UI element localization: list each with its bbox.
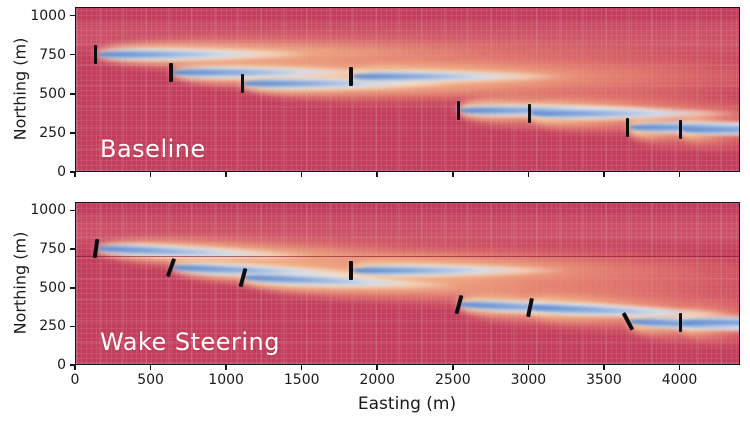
turbine-marker bbox=[93, 44, 98, 64]
x-tick bbox=[225, 172, 227, 177]
y-tick bbox=[70, 325, 75, 328]
y-tick bbox=[70, 132, 75, 134]
y-tick-label: 500 bbox=[39, 279, 66, 296]
y-tick bbox=[70, 286, 75, 289]
turbine-marker bbox=[169, 63, 173, 83]
y-tick bbox=[70, 209, 75, 212]
y-tick-label: 250 bbox=[39, 318, 66, 335]
x-tick-label: 2500 bbox=[435, 372, 471, 388]
x-tick-label: 1500 bbox=[283, 372, 320, 388]
wake-deficit-core bbox=[352, 68, 583, 84]
x-tick bbox=[300, 365, 303, 370]
y-tick bbox=[70, 93, 75, 95]
turbine-marker bbox=[678, 313, 683, 333]
turbine-marker bbox=[349, 260, 353, 280]
x-tick-label: 1000 bbox=[208, 372, 244, 388]
x-tick bbox=[74, 172, 76, 177]
x-tick bbox=[527, 172, 530, 177]
flow-seam-line bbox=[76, 255, 739, 257]
x-tick-label: 0 bbox=[70, 372, 80, 388]
turbine-marker bbox=[349, 66, 353, 86]
y-tick-label: 750 bbox=[39, 46, 66, 63]
y-tick bbox=[70, 53, 75, 56]
y-tick-label: 1000 bbox=[30, 202, 66, 219]
wake-deficit-core bbox=[96, 46, 327, 62]
wake-steering-heatmap-panel: Wake Steering bbox=[75, 202, 740, 365]
panel-title-wake-steering: Wake Steering bbox=[100, 328, 280, 356]
y-tick bbox=[70, 364, 75, 366]
x-tick bbox=[678, 365, 681, 370]
y-tick-label: 250 bbox=[39, 124, 66, 141]
x-tick bbox=[74, 365, 76, 370]
turbine-marker bbox=[240, 74, 244, 94]
x-tick-label: 2000 bbox=[359, 372, 396, 388]
x-tick bbox=[527, 365, 530, 370]
x-tick-label: 3000 bbox=[510, 372, 547, 388]
y-tick-label: 0 bbox=[57, 164, 66, 180]
x-tick bbox=[452, 365, 454, 370]
y-tick-label: 1000 bbox=[30, 7, 66, 24]
y-tick-label: 500 bbox=[39, 85, 66, 102]
x-tick bbox=[149, 172, 152, 177]
x-tick-label: 4000 bbox=[661, 372, 698, 388]
x-tick bbox=[452, 172, 454, 177]
wake-deficit-core bbox=[352, 262, 583, 278]
y-tick-label: 0 bbox=[57, 357, 66, 373]
y-tick bbox=[70, 14, 75, 17]
y-tick-label: 750 bbox=[39, 241, 66, 258]
panel-title-baseline: Baseline bbox=[100, 135, 206, 163]
y-tick bbox=[70, 248, 75, 250]
x-tick bbox=[678, 172, 681, 177]
x-tick bbox=[300, 172, 303, 177]
turbine-marker bbox=[527, 104, 532, 124]
turbine-marker bbox=[456, 100, 461, 120]
wake-deficit-core bbox=[530, 106, 739, 122]
x-tick bbox=[376, 172, 379, 177]
x-tick bbox=[376, 365, 379, 370]
x-tick bbox=[225, 365, 227, 370]
turbine-marker bbox=[678, 119, 683, 139]
x-tick bbox=[603, 172, 605, 177]
x-tick-label: 500 bbox=[137, 372, 164, 388]
x-tick bbox=[149, 365, 152, 370]
x-tick bbox=[603, 365, 605, 370]
y-tick bbox=[70, 171, 75, 173]
baseline-heatmap-panel: Baseline bbox=[75, 7, 740, 172]
x-tick-label: 3500 bbox=[586, 372, 622, 388]
x-axis-label: Easting (m) bbox=[357, 394, 457, 414]
turbine-marker bbox=[625, 118, 630, 138]
